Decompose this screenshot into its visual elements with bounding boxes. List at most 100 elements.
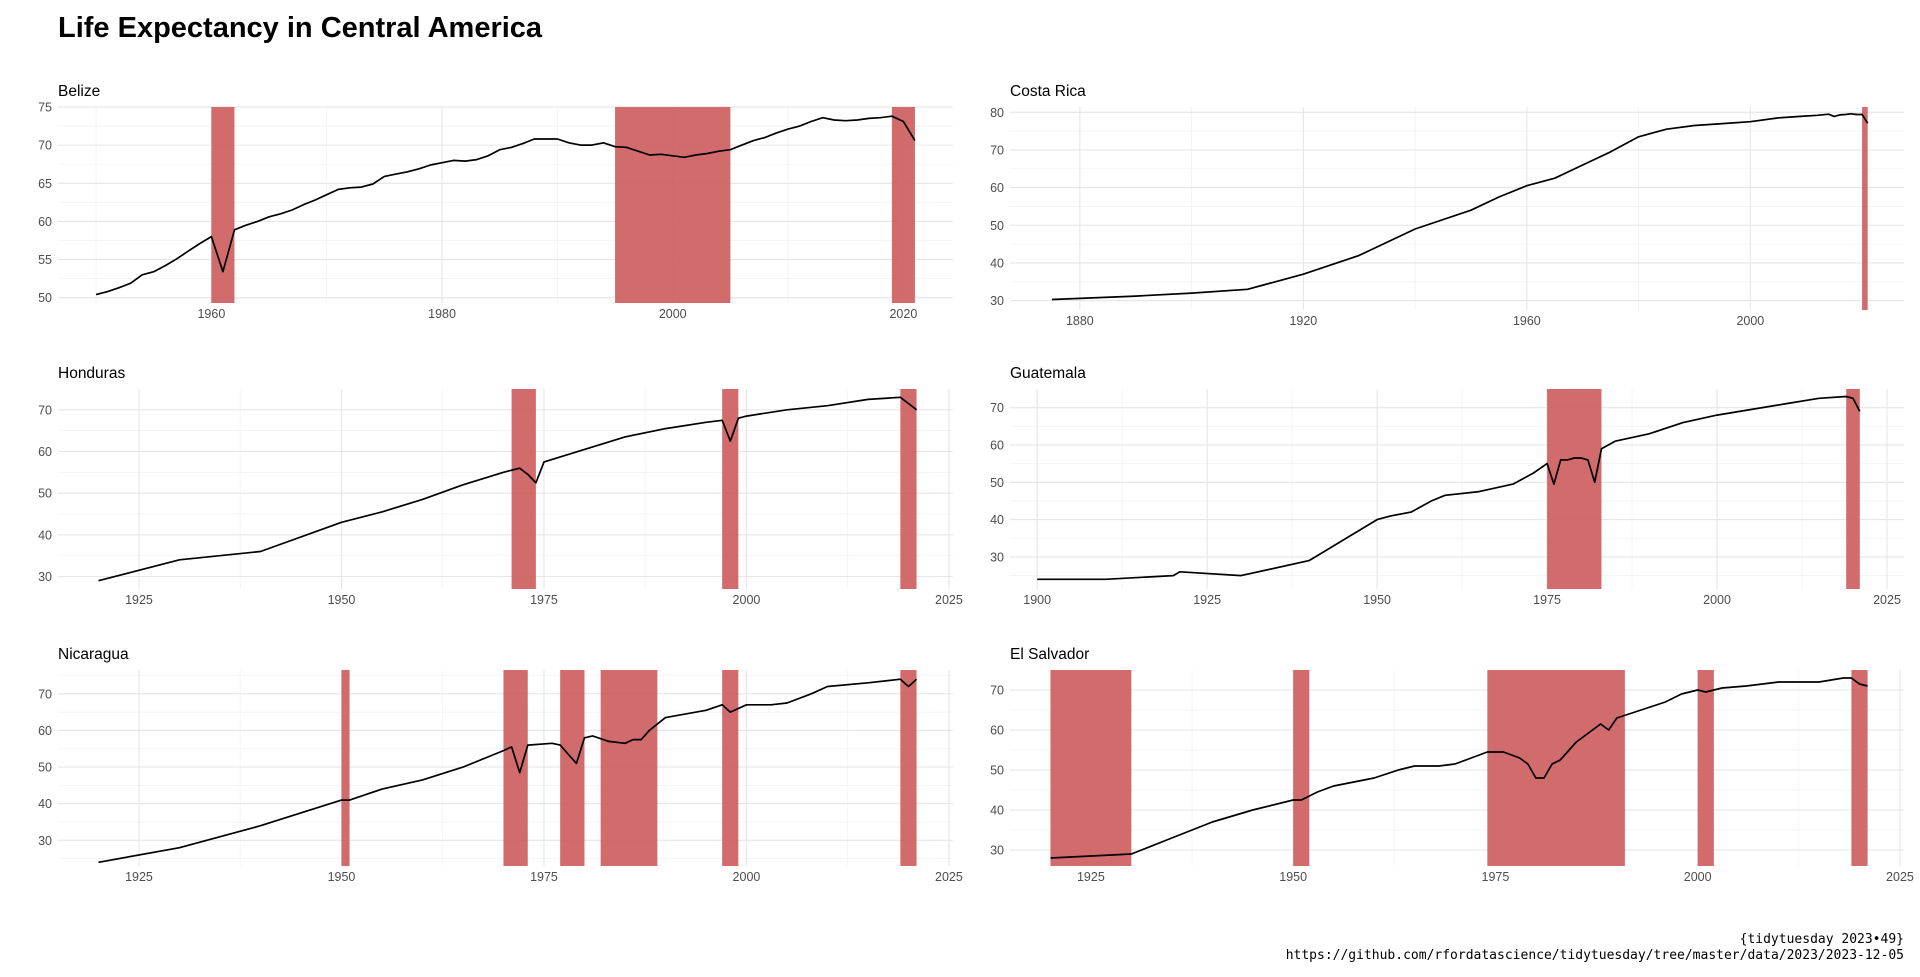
caption-line-1: {tidytuesday 2023•49}	[1740, 932, 1904, 947]
y-tick-label: 60	[38, 215, 52, 229]
x-tick-label: 1900	[1023, 593, 1051, 607]
y-tick-label: 60	[38, 724, 52, 738]
y-tick-label: 70	[38, 687, 52, 701]
y-tick-label: 30	[990, 550, 1004, 564]
x-tick-label: 2000	[1684, 870, 1712, 884]
x-tick-label: 1925	[125, 593, 153, 607]
x-tick-label: 2000	[1703, 593, 1731, 607]
highlight-band	[600, 670, 658, 866]
highlight-band	[560, 670, 585, 866]
highlight-band	[341, 670, 350, 866]
highlight-band	[722, 389, 739, 589]
x-tick-label: 1950	[328, 593, 356, 607]
x-tick-label: 2025	[935, 593, 963, 607]
x-tick-label: 2025	[1873, 593, 1901, 607]
y-tick-label: 50	[990, 764, 1004, 778]
panel-title: Nicaragua	[58, 646, 129, 663]
y-tick-label: 70	[990, 684, 1004, 698]
y-tick-label: 65	[38, 177, 52, 191]
y-tick-label: 60	[990, 438, 1004, 452]
y-tick-label: 30	[990, 294, 1004, 308]
x-tick-label: 1925	[1193, 593, 1221, 607]
x-tick-label: 1960	[197, 307, 225, 321]
x-tick-label: 1950	[328, 870, 356, 884]
panel-title: El Salvador	[1010, 646, 1089, 663]
y-tick-label: 60	[38, 445, 52, 459]
highlight-band	[722, 670, 739, 866]
x-tick-label: 2000	[733, 593, 761, 607]
y-tick-label: 55	[38, 253, 52, 267]
panel-title: Belize	[58, 83, 100, 100]
panel-2: Honduras 1925 1950 1975 2000 2025 30 40 50 60 70	[38, 365, 963, 607]
highlight-band	[511, 389, 536, 589]
x-tick-label: 1925	[1077, 870, 1105, 884]
y-tick-label: 40	[990, 256, 1004, 270]
highlight-band	[900, 389, 917, 589]
y-tick-label: 70	[990, 143, 1004, 157]
x-tick-label: 1980	[428, 307, 456, 321]
panel-title: Guatemala	[1010, 365, 1086, 382]
y-tick-label: 70	[990, 401, 1004, 415]
panel-3: Guatemala 1900 1925 1950 1975 2000 2025 30 40 50 6…	[990, 365, 1904, 607]
highlight-band	[1862, 107, 1868, 310]
y-tick-label: 40	[990, 513, 1004, 527]
x-tick-label: 2025	[935, 870, 963, 884]
y-tick-label: 50	[38, 761, 52, 775]
y-tick-label: 70	[38, 139, 52, 153]
y-tick-label: 40	[990, 804, 1004, 818]
highlight-band	[1050, 670, 1132, 866]
panel-4: Nicaragua 1925 1950 1975 2000 2025 30 40 50 60 70	[38, 646, 963, 884]
life-expectancy-line	[98, 678, 918, 864]
life-expectancy-line	[1037, 395, 1861, 581]
highlight-band	[1846, 389, 1860, 589]
y-tick-label: 70	[38, 403, 52, 417]
life-expectancy-line	[95, 115, 916, 296]
x-tick-label: 1975	[530, 870, 558, 884]
x-tick-label: 1975	[530, 593, 558, 607]
x-tick-label: 2000	[659, 307, 687, 321]
x-tick-label: 1950	[1279, 870, 1307, 884]
y-tick-label: 30	[990, 844, 1004, 858]
highlight-band	[1547, 389, 1602, 589]
y-tick-label: 50	[990, 476, 1004, 490]
x-tick-label: 1975	[1533, 593, 1561, 607]
life-expectancy-line	[1051, 112, 1869, 301]
life-expectancy-line	[98, 396, 918, 582]
y-tick-label: 40	[38, 797, 52, 811]
x-tick-label: 1960	[1513, 314, 1541, 328]
y-tick-label: 30	[38, 834, 52, 848]
x-tick-label: 1880	[1066, 314, 1094, 328]
y-tick-label: 75	[38, 101, 52, 115]
y-tick-label: 40	[38, 528, 52, 542]
panel-1: Costa Rica 1880 1920 1960 2000 30 40 50 60 70 80	[990, 83, 1904, 328]
highlight-band	[1697, 670, 1714, 866]
panel-5: El Salvador 1925 1950 1975 2000 2025 30 40 50 60 7…	[990, 646, 1914, 884]
highlight-band	[900, 670, 917, 866]
panel-0: Belize 1960 1980 2000 2020 50 55 60 65 70 75	[38, 83, 953, 321]
highlight-band	[891, 107, 915, 303]
highlight-band	[615, 107, 731, 303]
life-expectancy-line	[1050, 677, 1868, 859]
x-tick-label: 2020	[889, 307, 917, 321]
x-tick-label: 1950	[1363, 593, 1391, 607]
y-tick-label: 60	[990, 181, 1004, 195]
y-tick-label: 50	[990, 219, 1004, 233]
highlight-band	[503, 670, 528, 866]
x-tick-label: 2000	[733, 870, 761, 884]
y-tick-label: 80	[990, 106, 1004, 120]
highlight-band	[1851, 670, 1868, 866]
main-title: Life Expectancy in Central America	[58, 12, 543, 44]
x-tick-label: 2000	[1736, 314, 1764, 328]
highlight-band	[211, 107, 235, 303]
y-tick-label: 50	[38, 291, 52, 305]
facet-panels: Belize 1960 1980 2000 2020 50 55 60 65 70 75 Costa …	[38, 83, 1914, 884]
highlight-band	[1293, 670, 1310, 866]
caption-line-2: https://github.com/rfordatascience/tidyt…	[1286, 948, 1904, 963]
panel-title: Costa Rica	[1010, 83, 1086, 100]
y-tick-label: 60	[990, 724, 1004, 738]
x-tick-label: 1975	[1482, 870, 1510, 884]
x-tick-label: 1920	[1289, 314, 1317, 328]
y-tick-label: 50	[38, 487, 52, 501]
panel-title: Honduras	[58, 365, 125, 382]
